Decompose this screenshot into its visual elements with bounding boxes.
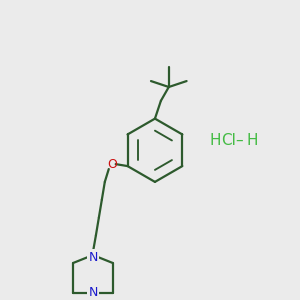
Text: N: N bbox=[88, 250, 98, 263]
Text: H: H bbox=[209, 133, 221, 148]
Text: O: O bbox=[107, 158, 117, 171]
Text: –: – bbox=[235, 133, 243, 148]
Text: H: H bbox=[247, 133, 258, 148]
Text: N: N bbox=[88, 286, 98, 299]
Text: Cl: Cl bbox=[221, 133, 236, 148]
